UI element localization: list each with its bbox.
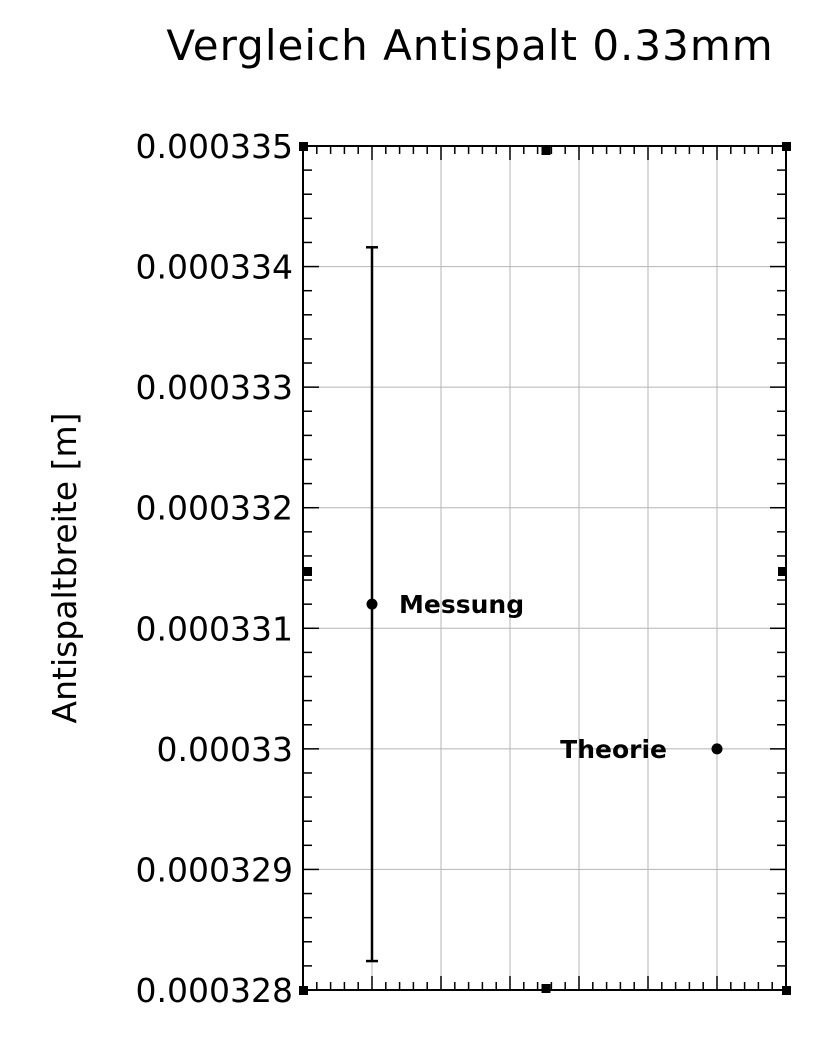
y-tick-label: 0.000331 bbox=[136, 609, 293, 648]
y-tick-label: 0.000329 bbox=[136, 850, 293, 889]
data-label-messung: Messung bbox=[399, 590, 524, 619]
y-tick-label: 0.00033 bbox=[157, 730, 293, 769]
grid-lines bbox=[303, 146, 786, 990]
data-point-messung bbox=[366, 598, 378, 610]
y-tick-label: 0.000328 bbox=[136, 971, 293, 1010]
chart-title: Vergleich Antispalt 0.33mm bbox=[166, 21, 773, 70]
data-points: Messung Theorie bbox=[366, 246, 723, 963]
plot-frame bbox=[302, 145, 787, 991]
y-tick-labels: 0.000328 0.000329 0.00033 0.000331 0.000332 0… bbox=[136, 127, 293, 1010]
data-point-theorie bbox=[711, 743, 723, 755]
frame-marker bbox=[778, 567, 787, 576]
frame-marker bbox=[303, 567, 312, 576]
frame-marker bbox=[541, 984, 551, 993]
y-tick-label: 0.000332 bbox=[136, 489, 293, 528]
data-label-theorie: Theorie bbox=[560, 735, 667, 764]
y-tick-label: 0.000334 bbox=[136, 248, 293, 287]
y-axis-label: Antispaltbreite [m] bbox=[45, 413, 84, 724]
y-tick-label: 0.000333 bbox=[136, 368, 293, 407]
y-tick-label: 0.000335 bbox=[136, 127, 293, 166]
frame-marker bbox=[541, 146, 551, 155]
